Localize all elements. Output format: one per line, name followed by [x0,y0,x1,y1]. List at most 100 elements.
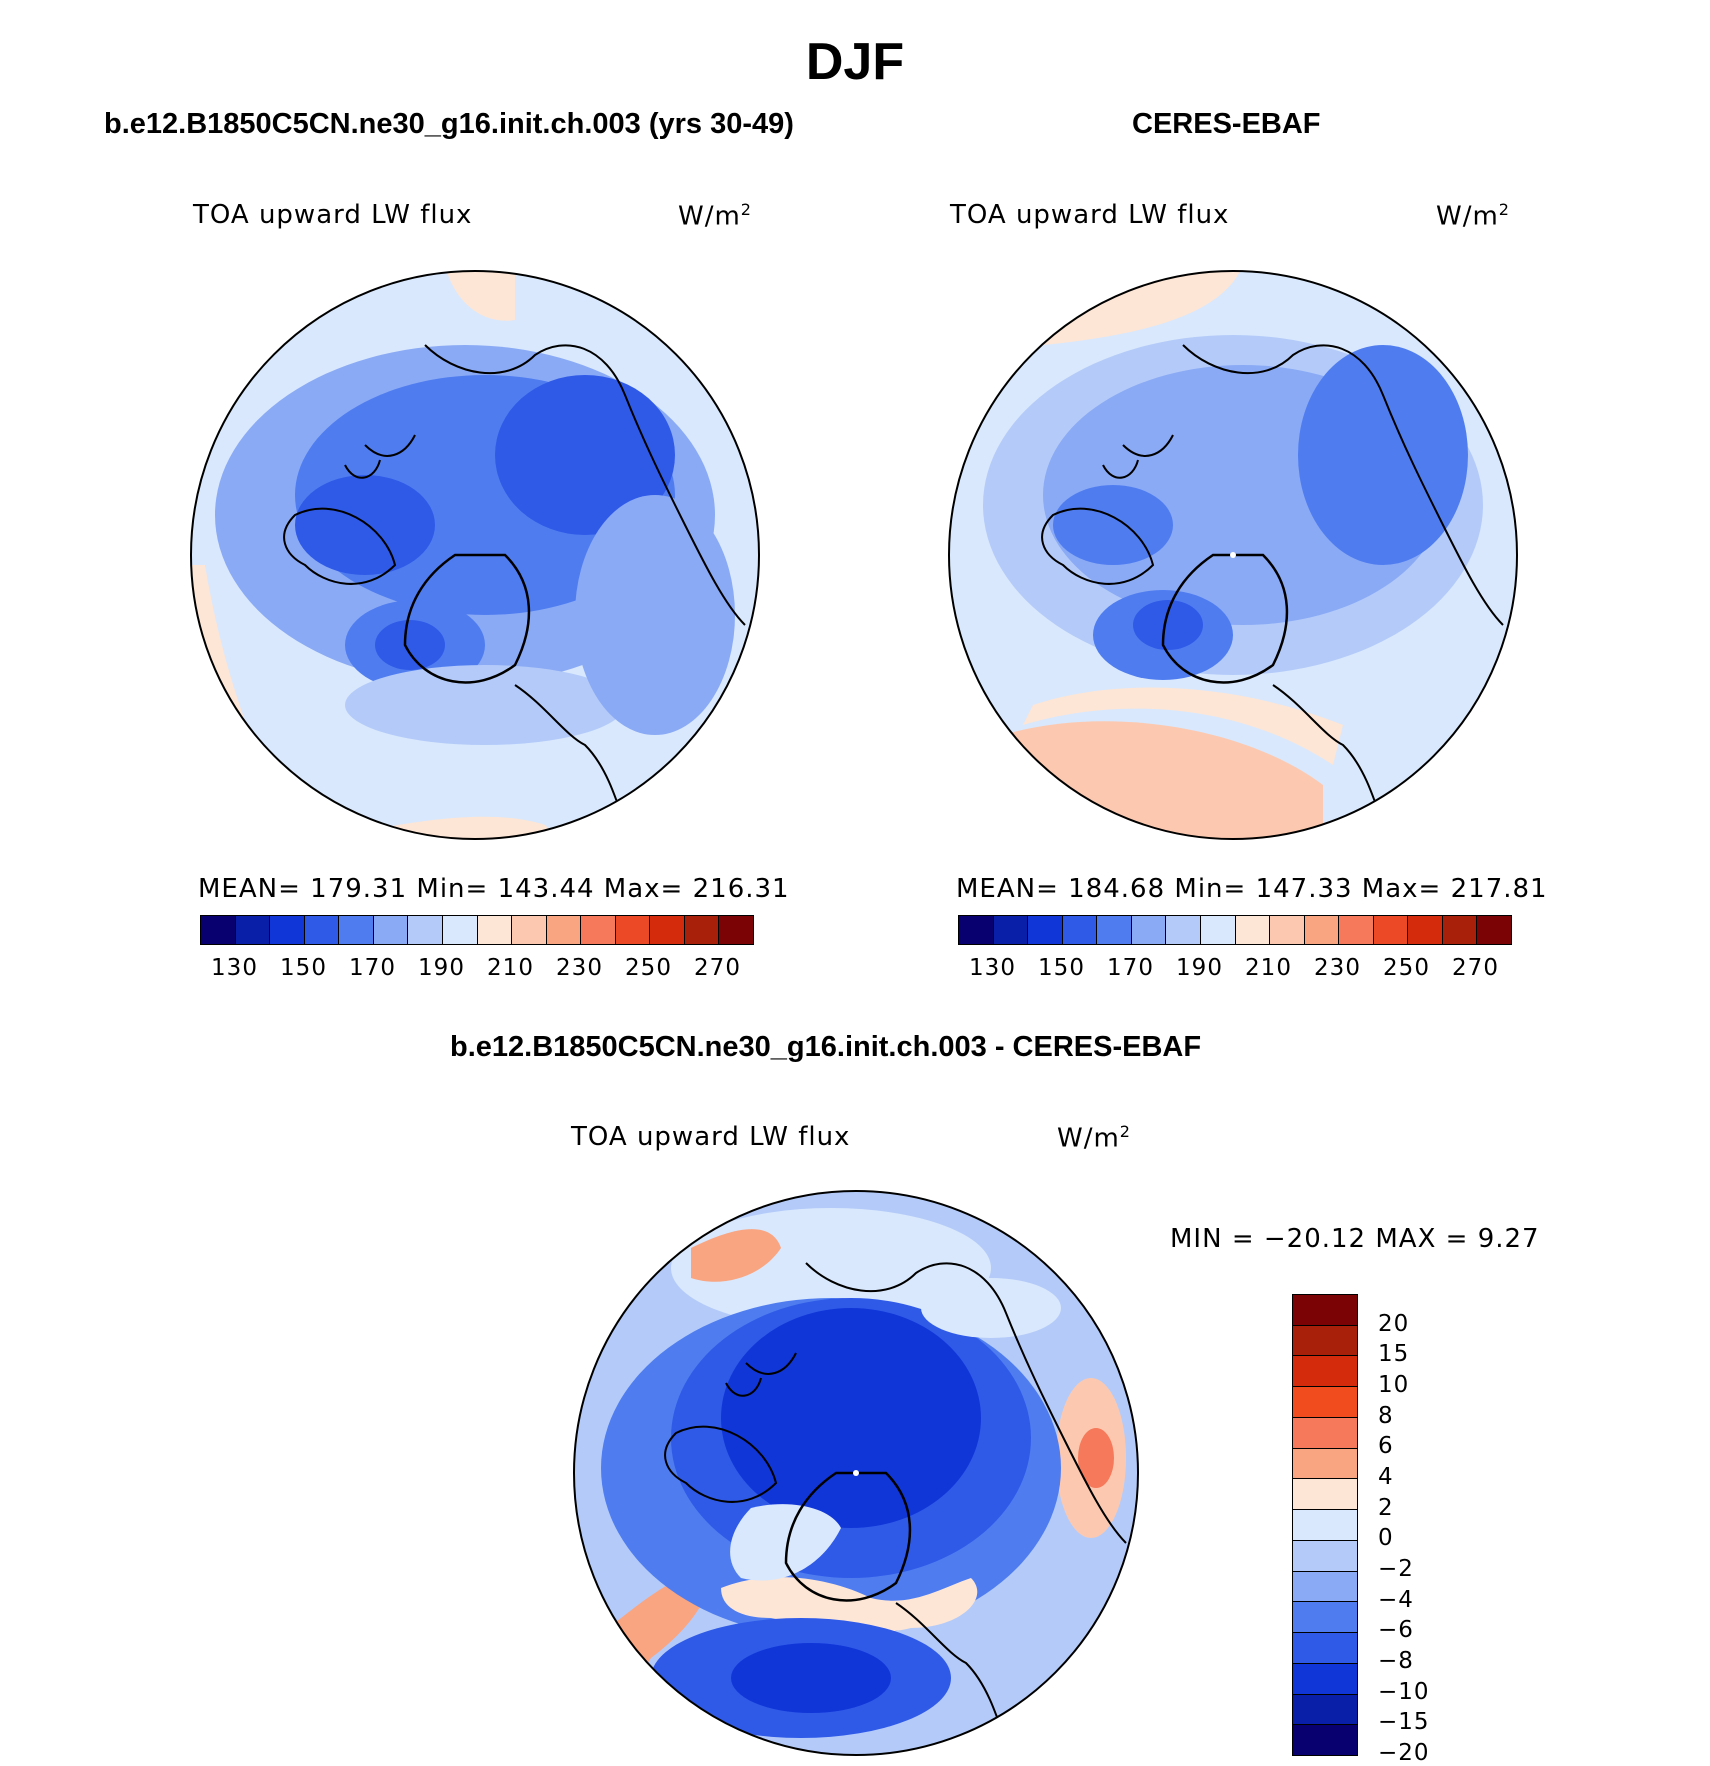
colorbar-swatch [1293,1510,1357,1541]
colorbar-tick-label: 250 [625,955,672,981]
colorbar-swatch [1477,916,1511,944]
model-colorbar-ticks: 130 150 170 190 210 230 250 270 [200,955,752,985]
colorbar-swatch [1235,916,1271,944]
colorbar-tick-label: 270 [694,955,741,981]
colorbar-swatch [1408,916,1443,944]
colorbar-swatch [1270,916,1305,944]
colorbar-tick-label: 130 [969,955,1016,981]
colorbar-swatch [1293,1295,1357,1326]
colorbar-tick-label: −6 [1378,1617,1414,1644]
colorbar-swatch [1293,1325,1357,1357]
colorbar-swatch [581,916,616,944]
colorbar-tick-label: 15 [1378,1341,1410,1368]
colorbar-tick-label: −8 [1378,1648,1414,1674]
colorbar-tick-label: 250 [1383,955,1430,981]
colorbar-tick-label: 6 [1378,1433,1394,1460]
colorbar-swatch [1339,916,1374,944]
model-polar-map [190,270,760,840]
model-variable-label: TOA upward LW flux [193,200,473,230]
colorbar-tick-label: −2 [1378,1556,1414,1582]
diff-panel-title: b.e12.B1850C5CN.ne30_g16.init.ch.003 - C… [450,1031,1202,1063]
colorbar-tick-label: 190 [418,955,465,981]
colorbar-tick-label: 190 [1176,955,1223,981]
diff-colorbar-ticks: 20 15 10 8 6 4 2 0 −2 −4 −6 −8 −10 −15 −20 [1378,1294,1458,1766]
colorbar-swatch [201,916,236,944]
colorbar-swatch [1097,916,1132,944]
obs-variable-label: TOA upward LW flux [950,200,1230,230]
colorbar-tick-label: −20 [1378,1740,1430,1766]
colorbar-tick-label: 2 [1378,1494,1394,1521]
diff-colorbar [1292,1294,1358,1756]
colorbar-swatch [1200,916,1236,944]
colorbar-swatch [993,916,1029,944]
colorbar-swatch [1131,916,1167,944]
colorbar-swatch [477,916,513,944]
colorbar-swatch [684,916,720,944]
colorbar-swatch [1166,916,1201,944]
colorbar-swatch [719,916,753,944]
colorbar-tick-label: 20 [1378,1310,1410,1337]
colorbar-tick-label: 170 [349,955,396,981]
colorbar-tick-label: 230 [1314,955,1361,981]
figure-title: DJF [805,33,905,91]
colorbar-tick-label: 4 [1378,1464,1394,1490]
colorbar-swatch [442,916,478,944]
colorbar-tick-label: −4 [1378,1586,1414,1613]
obs-colorbar-ticks: 130 150 170 190 210 230 250 270 [958,955,1510,985]
colorbar-swatch [304,916,340,944]
colorbar-tick-label: 10 [1378,1372,1410,1398]
colorbar-swatch [1373,916,1409,944]
colorbar-swatch [1293,1725,1357,1756]
colorbar-swatch [1293,1356,1357,1388]
colorbar-tick-label: 210 [487,955,534,981]
colorbar-swatch [1293,1448,1357,1480]
obs-colorbar [958,915,1512,945]
colorbar-swatch [546,916,582,944]
colorbar-swatch [1293,1633,1357,1664]
colorbar-tick-label: 230 [556,955,603,981]
colorbar-swatch [270,916,305,944]
model-colorbar [200,915,754,945]
obs-stats: MEAN= 184.68 Min= 147.33 Max= 217.81 [956,874,1548,904]
colorbar-swatch [1304,916,1340,944]
colorbar-swatch [1062,916,1098,944]
colorbar-tick-label: 150 [280,955,327,981]
colorbar-swatch [650,916,685,944]
colorbar-tick-label: −10 [1378,1678,1430,1705]
colorbar-tick-label: 210 [1245,955,1292,981]
colorbar-swatch [1293,1663,1357,1695]
colorbar-swatch [339,916,374,944]
colorbar-tick-label: 130 [211,955,258,981]
obs-units-label: W/m2 [1436,200,1510,232]
model-panel-title: b.e12.B1850C5CN.ne30_g16.init.ch.003 (yr… [104,108,794,140]
colorbar-swatch [1442,916,1478,944]
colorbar-swatch [373,916,409,944]
model-stats: MEAN= 179.31 Min= 143.44 Max= 216.31 [198,874,790,904]
diff-polar-map [573,1190,1139,1756]
model-units-label: W/m2 [678,200,752,232]
colorbar-tick-label: 150 [1038,955,1085,981]
colorbar-tick-label: 0 [1378,1525,1394,1552]
colorbar-swatch [615,916,651,944]
colorbar-swatch [959,916,994,944]
colorbar-swatch [512,916,547,944]
colorbar-tick-label: 8 [1378,1402,1394,1429]
colorbar-swatch [1293,1387,1357,1418]
colorbar-swatch [1293,1479,1357,1511]
colorbar-tick-label: 270 [1452,955,1499,981]
colorbar-swatch [1293,1417,1357,1449]
colorbar-swatch [408,916,443,944]
colorbar-swatch [1293,1602,1357,1634]
colorbar-swatch [1028,916,1063,944]
obs-panel-title: CERES-EBAF [1132,108,1321,140]
obs-polar-map [948,270,1518,840]
diff-variable-label: TOA upward LW flux [571,1122,851,1152]
diff-units-label: W/m2 [1057,1122,1131,1154]
diff-min-max: MIN = −20.12 MAX = 9.27 [1170,1224,1540,1254]
colorbar-tick-label: 170 [1107,955,1154,981]
colorbar-swatch [235,916,271,944]
colorbar-swatch [1293,1571,1357,1603]
colorbar-tick-label: −15 [1378,1709,1430,1736]
colorbar-swatch [1293,1540,1357,1572]
colorbar-swatch [1293,1694,1357,1726]
